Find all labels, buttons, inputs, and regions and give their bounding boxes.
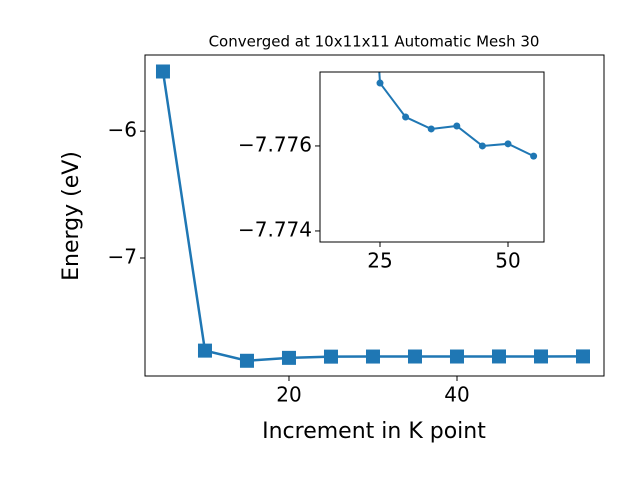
marker: [491, 349, 506, 364]
marker: [478, 142, 486, 150]
marker: [453, 122, 461, 130]
marker: [533, 349, 548, 364]
series-line: [378, 72, 535, 158]
marker: [197, 343, 212, 358]
y-axis-label: Energy (eV): [59, 151, 84, 281]
plot-area: [320, 72, 544, 242]
chart-title: Converged at 10x11x11 Automatic Mesh 30: [209, 33, 540, 51]
marker: [449, 349, 464, 364]
y-tick-label: −7.776: [238, 132, 312, 156]
marker: [504, 140, 512, 148]
marker: [281, 350, 296, 365]
x-tick-label: 40: [444, 383, 469, 407]
x-tick-label: 25: [367, 249, 392, 273]
series-group: [376, 72, 538, 160]
marker: [376, 79, 384, 87]
marker: [365, 349, 380, 364]
x-axis-label: Increment in K point: [262, 419, 486, 444]
axes-frame: [319, 71, 545, 243]
marker: [239, 353, 254, 368]
x-tick-label: 50: [495, 249, 520, 273]
x-tick-label: 20: [276, 383, 301, 407]
marker: [530, 152, 538, 160]
marker: [427, 125, 435, 133]
y-tick-label: −6: [108, 118, 137, 142]
marker: [323, 349, 338, 364]
marker: [575, 349, 590, 364]
series-group: [155, 64, 590, 368]
y-tick-label: −7: [108, 245, 137, 269]
marker: [155, 64, 170, 79]
marker: [407, 349, 422, 364]
axes-frame: [144, 54, 605, 377]
marker: [402, 113, 410, 121]
y-tick-label: −7.774: [238, 217, 312, 241]
